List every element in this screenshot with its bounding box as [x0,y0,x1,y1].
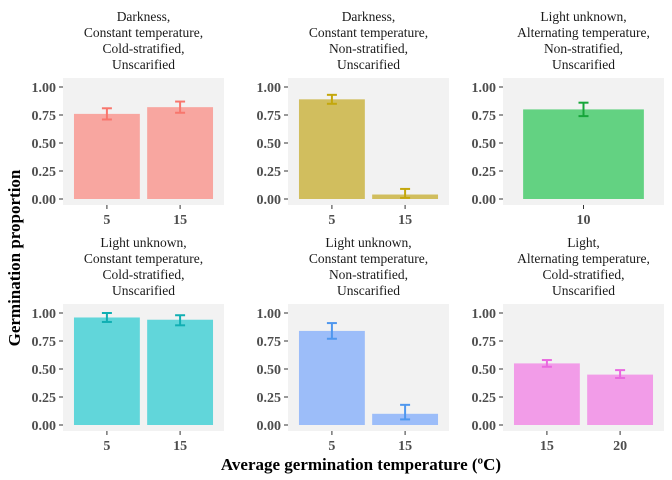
facet-panel: Darkness,Constant temperature,Non-strati… [257,9,449,228]
x-tick-label: 15 [398,213,412,228]
panel-title-line: Light unknown, [100,235,186,250]
y-tick-label: 0.25 [32,391,57,406]
x-tick-label: 5 [103,439,110,454]
y-tick-label: 0.75 [472,335,497,350]
panel-title-line: Constant temperature, [84,251,203,266]
error-bar [175,100,186,114]
panel-title-line: Unscarified [337,57,400,72]
bar [73,113,140,199]
facet-panel: Light unknown,Constant temperature,Non-s… [257,235,449,454]
panel-title-line: Constant temperature, [309,25,428,40]
x-tick-label: 10 [577,213,591,228]
y-tick-label: 1.00 [257,307,282,322]
x-tick-label: 20 [613,439,627,454]
bar [587,374,654,425]
y-tick-label: 0.50 [257,137,282,152]
panel-title-line: Cold-stratified, [102,267,184,282]
panel-title-line: Unscarified [112,283,175,298]
x-tick-label: 15 [540,439,554,454]
y-tick-label: 0.50 [32,363,57,378]
y-tick-label: 0.75 [472,109,497,124]
y-tick-label: 0.75 [257,109,282,124]
bar [523,109,644,199]
bar [298,99,365,199]
panel-title-line: Cold-stratified, [542,267,624,282]
panel-title-line: Light, [567,235,600,250]
bar [513,363,580,425]
bar [147,319,214,425]
y-tick-label: 0.75 [32,109,57,124]
y-tick-label: 0.50 [472,137,497,152]
facet-panel: Light,Alternating temperature,Cold-strat… [472,235,664,454]
y-tick-label: 1.00 [472,81,497,96]
panel-title-line: Unscarified [112,57,175,72]
panel-title-line: Constant temperature, [84,25,203,40]
y-tick-label: 0.00 [257,193,282,208]
error-bar [578,101,589,118]
panel-title-line: Darkness, [117,9,171,24]
panel-title-line: Alternating temperature, [517,251,650,266]
x-tick-label: 15 [173,439,187,454]
y-axis-label: Germination proportion [5,169,24,346]
y-tick-label: 0.25 [257,391,282,406]
error-bar [615,369,626,379]
y-tick-label: 1.00 [32,81,57,96]
y-tick-label: 0.50 [32,137,57,152]
panel-title-line: Non-stratified, [544,41,623,56]
x-tick-label: 15 [173,213,187,228]
y-tick-label: 0.00 [32,419,57,434]
y-tick-label: 0.00 [472,419,497,434]
error-bar [326,93,337,105]
facet-panel: Darkness,Constant temperature,Cold-strat… [32,9,224,228]
panel-title-line: Unscarified [552,283,615,298]
panel-title-line: Light unknown, [325,235,411,250]
y-tick-label: 1.00 [32,307,57,322]
y-tick-label: 0.25 [32,165,57,180]
y-tick-label: 0.00 [32,193,57,208]
y-tick-label: 0.50 [472,363,497,378]
y-tick-label: 0.25 [472,165,497,180]
facet-panel: Light unknown,Constant temperature,Cold-… [32,235,224,454]
error-bar [541,359,552,368]
x-tick-label: 5 [328,213,335,228]
panel-title-line: Non-stratified, [329,267,408,282]
y-tick-label: 1.00 [257,81,282,96]
panel-title-line: Unscarified [552,57,615,72]
panel-title-line: Non-stratified, [329,41,408,56]
error-bar [400,403,411,421]
panel-title-line: Unscarified [337,283,400,298]
facet-panel: Light unknown,Alternating temperature,No… [472,9,664,228]
x-tick-label: 5 [328,439,335,454]
y-tick-label: 0.25 [257,165,282,180]
y-tick-label: 0.00 [472,193,497,208]
bar [147,107,214,199]
panel-title-line: Alternating temperature, [517,25,650,40]
x-axis-label: Average germination temperature (ºC) [221,455,501,474]
error-bar [101,107,112,121]
y-tick-label: 0.75 [32,335,57,350]
x-tick-label: 15 [398,439,412,454]
y-tick-label: 0.00 [257,419,282,434]
panel-title-line: Cold-stratified, [102,41,184,56]
x-tick-label: 5 [103,213,110,228]
y-tick-label: 0.50 [257,363,282,378]
panel-title-line: Darkness, [342,9,396,24]
y-tick-label: 1.00 [472,307,497,322]
chart-panels: Darkness,Constant temperature,Cold-strat… [32,9,664,454]
y-tick-label: 0.25 [472,391,497,406]
error-bar [326,322,337,340]
panel-title-line: Constant temperature, [309,251,428,266]
panel-title-line: Light unknown, [540,9,626,24]
error-bar [400,187,411,199]
error-bar [175,314,186,327]
error-bar [101,312,112,323]
bar [298,330,365,425]
bar [73,317,140,425]
y-tick-label: 0.75 [257,335,282,350]
